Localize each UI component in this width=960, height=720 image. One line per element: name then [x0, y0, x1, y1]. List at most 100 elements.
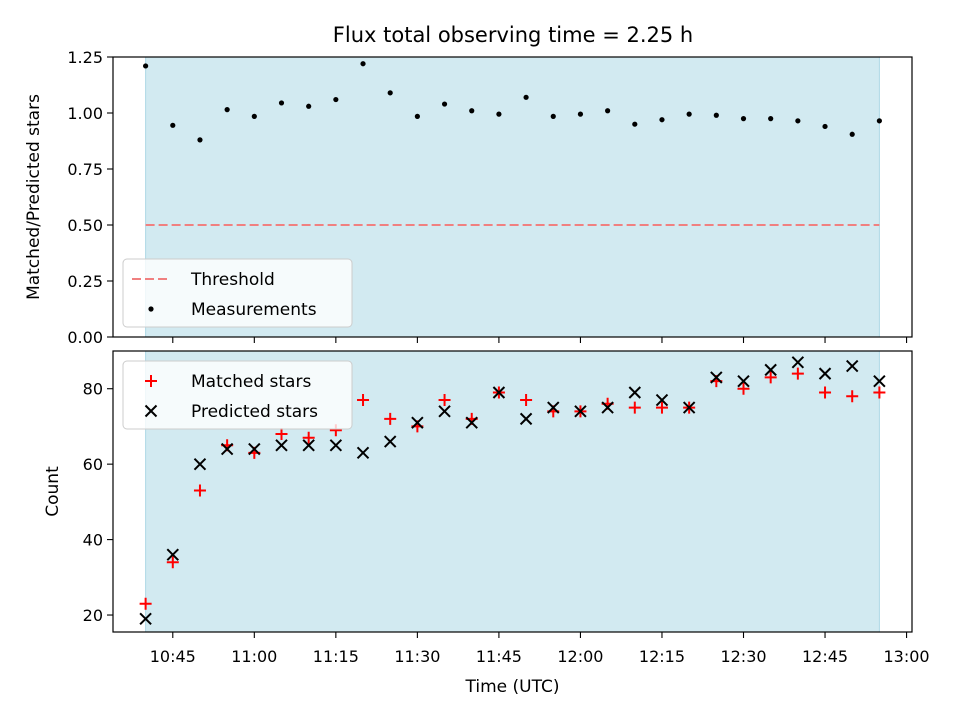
legend: Threshold Measurements: [122, 258, 353, 328]
measurements-point: [251, 113, 257, 119]
count-panel: 20 40 60 80 10:45 11:00 11:15 11:30 11:45 12:00 12…: [43, 350, 930, 697]
predicted-stars-point: [601, 401, 614, 414]
measurements-point: [197, 137, 203, 143]
matched-stars-point: [846, 390, 859, 403]
measurements-point: [360, 61, 366, 67]
y-tick-label: 60: [83, 455, 103, 474]
predicted-stars-point: [737, 374, 750, 388]
predicted-stars-point: [139, 612, 152, 626]
matched-stars-point: [791, 367, 804, 380]
predicted-stars-point: [465, 416, 478, 429]
y-tick-label: 1.00: [67, 104, 103, 123]
predicted-stars-point: [193, 457, 207, 471]
predicted-stars-point: [329, 439, 343, 452]
predicted-stars-point: [302, 439, 315, 452]
x-tick-label: 12:15: [639, 647, 685, 666]
measurements-point: [659, 117, 665, 123]
predicted-stars-point: [873, 374, 886, 388]
x-tick-label: 10:45: [150, 647, 196, 666]
matched-stars-point: [139, 597, 152, 610]
axes-frame: [112, 56, 913, 338]
predicted-stars-point: [275, 439, 288, 452]
ratio-panel: 0.00 0.25 0.50 0.75 1.00 1.25 Matched/Predicte…: [24, 48, 913, 347]
legend-predicted-swatch: [144, 404, 158, 418]
legend-matched-swatch: [145, 375, 157, 387]
matched-stars-point: [628, 401, 641, 414]
y-axis-label: Count: [43, 466, 63, 517]
measurements-point: [469, 108, 475, 114]
x-tick-label: 13:00: [884, 647, 930, 666]
measurements-point: [605, 108, 611, 114]
y-tick-label: 40: [83, 531, 103, 550]
predicted-stars-point: [791, 356, 805, 369]
matched-stars-point: [384, 412, 397, 425]
legend-label: Matched stars: [191, 372, 311, 392]
matched-stars-point: [193, 484, 206, 497]
x-axis-label: Time (UTC): [465, 677, 560, 697]
predicted-stars-point: [574, 405, 587, 418]
predicted-stars-point: [846, 359, 859, 373]
predicted-stars-point: [248, 442, 261, 456]
matched-stars-point: [357, 394, 370, 407]
legend-measurements-swatch: [148, 306, 154, 312]
matched-stars-point: [873, 386, 886, 399]
measurements-point: [414, 113, 420, 119]
matched-stars-point: [819, 386, 832, 399]
predicted-stars-point: [166, 548, 179, 561]
measurements-point: [849, 131, 855, 137]
measurements-point: [523, 94, 529, 100]
chart-title: Flux total observing time = 2.25 h: [333, 23, 693, 47]
measurements-point: [550, 113, 556, 119]
predicted-stars-point: [383, 435, 397, 448]
predicted-stars-point: [411, 416, 424, 429]
y-tick-label: 0.25: [67, 272, 103, 291]
matched-stars-point: [302, 431, 315, 444]
measurements-point: [740, 116, 747, 122]
measurements-point: [577, 111, 584, 117]
measurements-point: [686, 111, 692, 117]
measurements-point: [768, 116, 774, 122]
axes-frame: [112, 350, 913, 633]
matched-stars-point: [764, 371, 777, 384]
measurements-point: [143, 63, 149, 69]
matched-stars-point: [166, 556, 179, 569]
matched-stars-point: [737, 382, 750, 395]
legend-box: [122, 360, 353, 430]
measurements-point: [306, 103, 312, 109]
legend-box: [122, 258, 353, 328]
measurements-point: [822, 123, 828, 130]
x-tick-label: 11:15: [313, 647, 359, 666]
x-tick-label: 12:00: [557, 647, 603, 666]
x-tick-label: 12:45: [802, 647, 848, 666]
matched-stars-point: [655, 401, 668, 414]
measurements-point: [441, 101, 448, 107]
measurements-point: [713, 112, 719, 118]
predicted-stars-point: [628, 386, 642, 399]
y-tick-label: 1.25: [67, 48, 103, 67]
predicted-stars-point: [438, 405, 451, 418]
measurements-point: [795, 118, 801, 124]
measurements-point: [278, 100, 285, 106]
predicted-stars-point: [547, 401, 560, 414]
legend-label: Predicted stars: [191, 402, 318, 422]
y-axis-label: Matched/Predicted stars: [24, 94, 44, 300]
predicted-stars-point: [682, 401, 696, 414]
x-tick-label: 12:30: [720, 647, 766, 666]
legend-label: Measurements: [191, 300, 317, 320]
y-tick-label: 80: [83, 380, 103, 399]
x-tick-label: 11:30: [394, 647, 440, 666]
x-tick-label: 11:45: [476, 647, 522, 666]
predicted-stars-point: [356, 446, 370, 460]
predicted-stars-point: [519, 412, 533, 426]
measurements-point: [387, 90, 393, 96]
y-tick-label: 20: [83, 606, 103, 625]
y-tick-label: 0.75: [67, 160, 103, 179]
matched-stars-point: [520, 394, 533, 407]
measurements-point: [876, 118, 882, 124]
measurements-point: [170, 122, 176, 128]
measurements-point: [333, 96, 339, 103]
y-tick-label: 0.50: [67, 216, 103, 235]
predicted-stars-point: [220, 442, 234, 456]
measurements-point: [496, 111, 502, 117]
